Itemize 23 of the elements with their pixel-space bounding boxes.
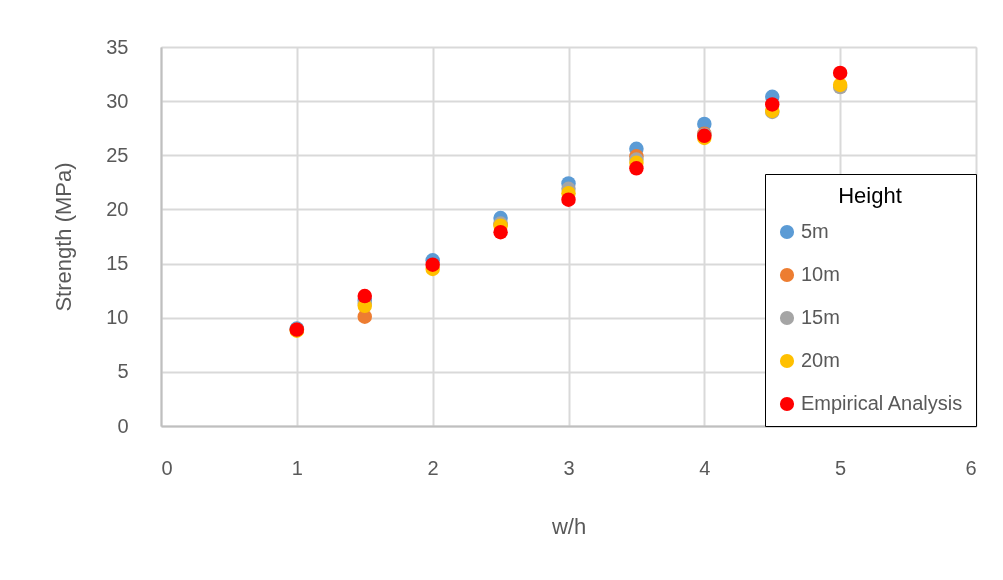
legend-label: 15m: [801, 306, 840, 328]
legend-label: 5m: [801, 220, 829, 242]
x-tick-label: 5: [835, 456, 847, 479]
y-tick-label: 30: [106, 89, 129, 112]
x-tick-label: 6: [965, 456, 977, 479]
x-axis-title: w/h: [550, 513, 587, 539]
x-tick-label: 1: [291, 456, 303, 479]
legend-label: Empirical Analysis: [801, 392, 963, 414]
y-tick-label: 15: [106, 252, 129, 275]
y-tick-label: 10: [106, 306, 129, 329]
x-tick-label: 0: [161, 456, 173, 479]
x-tick-label: 2: [427, 456, 439, 479]
legend-title: Height: [838, 183, 902, 208]
y-axis-title: Strength (MPa): [51, 162, 77, 312]
y-tick-label: 5: [117, 360, 129, 383]
legend-label: 20m: [801, 349, 840, 371]
y-tick-label: 0: [117, 414, 129, 437]
y-tick-label: 20: [106, 197, 129, 220]
x-tick-label: 3: [563, 456, 575, 479]
y-tick-label: 35: [106, 35, 129, 58]
x-tick-label: 4: [699, 456, 711, 479]
y-tick-label: 25: [106, 143, 129, 166]
legend-label: 10m: [801, 263, 840, 285]
